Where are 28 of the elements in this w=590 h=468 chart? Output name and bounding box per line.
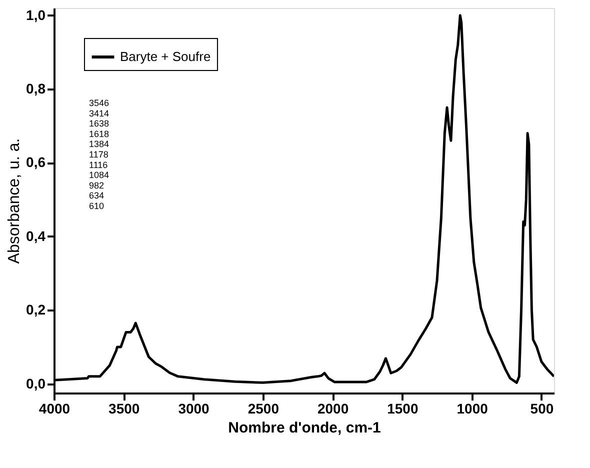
annotation: 1178 <box>89 150 108 160</box>
annotation: 634 <box>89 190 104 201</box>
annotation: 1084 <box>89 170 110 180</box>
y-tick-label: 0,4 <box>26 228 46 244</box>
x-tick-label: 1500 <box>387 400 418 416</box>
y-tick-label: 0,2 <box>26 302 46 318</box>
annotation: 1638 <box>89 118 110 129</box>
y-axis-title: Absorbance, u. a. <box>6 138 24 264</box>
annotation: 610 <box>89 200 104 211</box>
x-tick-label: 3000 <box>178 400 210 416</box>
annotation: 1618 <box>89 128 110 139</box>
x-axis-title: Nombre d'onde, cm-1 <box>228 420 381 436</box>
x-tick-label: 4000 <box>38 400 70 416</box>
x-tick-label: 2000 <box>317 400 349 416</box>
annotation: 3414 <box>89 108 110 118</box>
annotation: 3546 <box>89 98 110 108</box>
x-tick-label: 500 <box>530 400 554 416</box>
annotation: 1384 <box>89 139 110 150</box>
y-tick-label: 0,6 <box>26 154 46 170</box>
y-tick-label: 0,8 <box>26 80 46 97</box>
annotation: 982 <box>89 180 104 190</box>
annotation: 1116 <box>89 160 108 170</box>
x-tick-label: 3500 <box>108 400 140 416</box>
x-tick-label: 2500 <box>248 400 280 416</box>
legend-label: Baryte + Soufre <box>120 49 211 64</box>
y-tick-label: 0,0 <box>26 375 46 392</box>
y-tick-label: 1,0 <box>26 6 46 23</box>
x-tick-label: 1000 <box>456 400 488 416</box>
